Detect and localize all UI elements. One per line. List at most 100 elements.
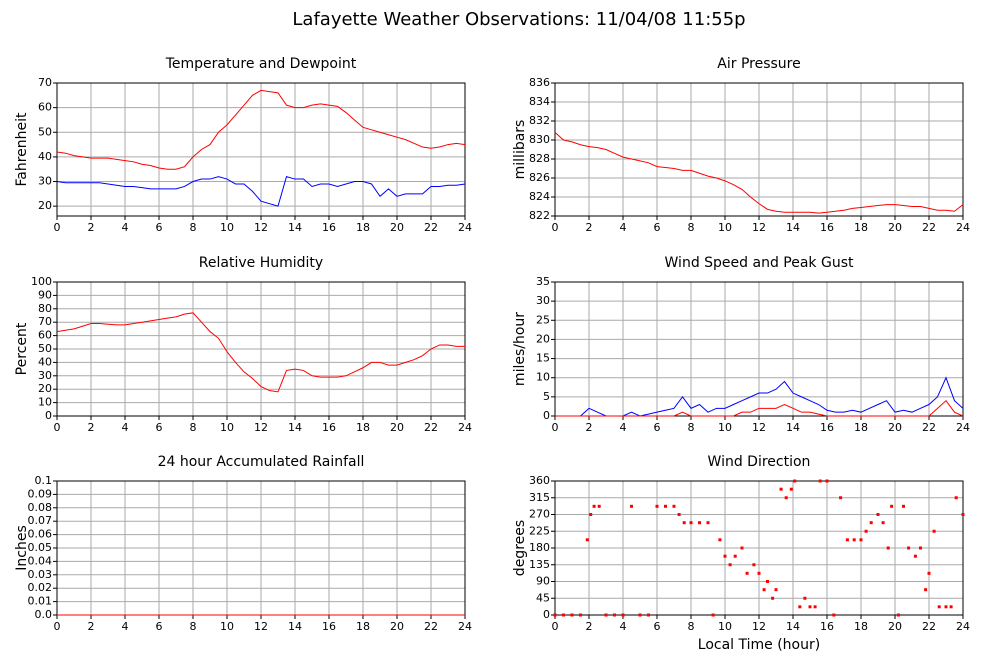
x-tick-label: 12 [254, 421, 268, 434]
data-point [932, 529, 936, 533]
x-tick-label: 6 [654, 620, 661, 633]
data-point [924, 588, 928, 592]
y-tick-label: 60 [38, 329, 52, 342]
y-tick-label: 100 [31, 275, 52, 288]
data-point [718, 538, 722, 542]
y-tick-label: 828 [529, 152, 550, 165]
x-tick-label: 14 [288, 620, 302, 633]
y-tick-label: 20 [38, 382, 52, 395]
x-tick-label: 6 [654, 221, 661, 234]
chart-title: Relative Humidity [199, 255, 323, 271]
data-point [613, 613, 616, 617]
data-point [604, 613, 608, 617]
page-title: Lafayette Weather Observations: 11/04/08… [292, 9, 745, 30]
y-tick-label: 50 [38, 125, 52, 138]
y-tick-label: 180 [529, 541, 550, 554]
data-point [553, 613, 557, 617]
y-tick-label: 35 [536, 275, 550, 288]
data-point [766, 580, 769, 583]
x-tick-label: 10 [718, 421, 732, 434]
x-tick-label: 22 [922, 421, 936, 434]
x-tick-label: 20 [888, 221, 902, 234]
plot-frame [56, 281, 466, 417]
y-tick-label: 0.04 [28, 554, 53, 567]
x-tick-label: 20 [888, 620, 902, 633]
x-tick-label: 0 [54, 221, 61, 234]
y-tick-label: 20 [38, 199, 52, 212]
data-point [728, 563, 732, 567]
data-point [937, 605, 941, 609]
data-point [752, 563, 756, 567]
y-tick-label: 80 [38, 302, 52, 315]
plot-frame [56, 82, 466, 217]
y-tick-label: 826 [529, 171, 550, 184]
data-point [647, 613, 650, 617]
y-axis-label: Fahrenheit [14, 112, 30, 187]
y-tick-label: 90 [536, 575, 550, 588]
y-tick-label: 30 [38, 369, 52, 382]
x-tick-label: 20 [888, 421, 902, 434]
y-tick-label: 60 [38, 101, 52, 114]
x-tick-label: 10 [220, 221, 234, 234]
x-tick-label: 10 [718, 221, 732, 234]
data-point [706, 521, 710, 525]
x-tick-label: 2 [88, 620, 95, 633]
x-tick-label: 2 [586, 221, 593, 234]
chart-title: Wind Speed and Peak Gust [665, 255, 854, 271]
data-point [774, 588, 778, 592]
y-axis-label: millibars [512, 120, 528, 180]
x-tick-label: 14 [288, 221, 302, 234]
x-tick-label: 0 [552, 620, 559, 633]
x-tick-label: 8 [190, 620, 197, 633]
y-tick-label: 10 [536, 371, 550, 384]
data-point [839, 496, 843, 500]
x-tick-label: 16 [820, 421, 834, 434]
data-point [592, 504, 596, 508]
x-tick-label: 18 [854, 421, 868, 434]
x-tick-label: 10 [718, 620, 732, 633]
data-point [845, 538, 849, 542]
plot-frame [554, 82, 964, 217]
data-line [56, 89, 466, 170]
y-tick-label: 836 [529, 76, 550, 89]
y-tick-label: 0.1 [35, 474, 53, 487]
data-point [789, 487, 793, 491]
chart-title: Temperature and Dewpoint [165, 56, 357, 72]
y-tick-label: 45 [536, 591, 550, 604]
data-point [808, 605, 812, 609]
y-tick-label: 315 [529, 491, 550, 504]
y-tick-label: 0.06 [28, 528, 53, 541]
x-tick-label: 20 [390, 221, 404, 234]
x-tick-label: 12 [254, 620, 268, 633]
y-tick-label: 0.05 [28, 541, 53, 554]
x-tick-label: 12 [254, 221, 268, 234]
x-tick-label: 4 [620, 221, 627, 234]
data-point [740, 546, 744, 550]
x-tick-label: 8 [688, 221, 695, 234]
x-axis-label: Local Time (hour) [698, 637, 820, 653]
data-point [771, 596, 775, 600]
data-point [876, 513, 880, 516]
data-point [896, 613, 900, 617]
y-tick-label: 0.09 [28, 487, 53, 500]
data-point [798, 605, 802, 609]
x-tick-label: 24 [956, 421, 970, 434]
y-tick-label: 0.03 [28, 568, 53, 581]
data-point [881, 521, 885, 525]
data-point [902, 504, 905, 508]
y-tick-label: 0 [543, 409, 550, 422]
y-tick-label: 824 [529, 190, 550, 203]
x-tick-label: 4 [122, 421, 129, 434]
data-point [762, 588, 766, 592]
data-point [784, 496, 788, 500]
x-tick-label: 16 [322, 421, 336, 434]
y-tick-label: 15 [536, 352, 550, 365]
x-tick-label: 10 [220, 620, 234, 633]
data-point [961, 513, 965, 516]
x-tick-label: 16 [820, 221, 834, 234]
data-point [585, 538, 589, 542]
chart-title: Wind Direction [708, 454, 811, 470]
x-tick-label: 8 [688, 620, 695, 633]
x-tick-label: 8 [190, 221, 197, 234]
